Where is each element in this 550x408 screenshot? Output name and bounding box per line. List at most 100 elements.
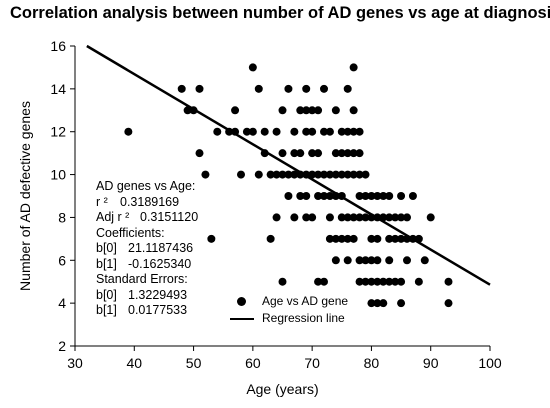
data-point <box>361 277 370 286</box>
data-point <box>373 299 382 308</box>
axes: 30 40 50 60 70 80 90 100 2 4 6 8 10 12 14 16 Age (years)… <box>17 38 502 397</box>
chart-title: Correlation analysis between number of A… <box>10 4 550 22</box>
data-point <box>385 213 394 222</box>
data-point <box>124 127 133 136</box>
data-point <box>272 213 281 222</box>
data-point <box>373 256 382 265</box>
data-point <box>337 234 346 243</box>
adj-r2-label: Adj r ² <box>96 210 130 224</box>
data-point <box>355 277 364 286</box>
data-point <box>278 170 287 179</box>
data-point <box>367 299 376 308</box>
b0-value: 21.1187436 <box>128 241 194 255</box>
data-point <box>302 106 311 115</box>
data-point <box>320 277 328 286</box>
data-point <box>373 192 382 200</box>
data-point <box>320 84 328 93</box>
x-tick-label: 40 <box>126 355 142 371</box>
data-point <box>308 106 317 115</box>
b1-value: -0.1625340 <box>128 256 192 271</box>
data-point <box>337 149 346 158</box>
data-point <box>331 234 340 243</box>
data-point <box>355 127 364 136</box>
data-point <box>355 149 364 158</box>
data-point <box>308 170 317 179</box>
data-point <box>361 170 370 179</box>
data-point <box>290 127 299 136</box>
data-point <box>403 256 411 265</box>
stats-coef-heading: Coefficients: <box>96 225 165 240</box>
data-point <box>325 127 334 136</box>
y-tick-label: 2 <box>58 338 66 354</box>
data-point <box>325 192 334 200</box>
se-b0-label: b[0] <box>96 287 117 302</box>
se-b0-value: 1.3229493 <box>128 287 188 302</box>
data-point <box>231 106 240 115</box>
data-point <box>337 170 346 179</box>
x-tick-label: 100 <box>478 355 502 371</box>
data-point <box>195 84 204 93</box>
data-point <box>278 149 287 158</box>
y-tick-label: 14 <box>50 81 66 97</box>
data-point <box>254 84 263 93</box>
data-point <box>343 84 352 93</box>
data-point <box>343 127 352 136</box>
data-point <box>391 277 400 286</box>
data-point <box>367 192 376 200</box>
data-point <box>278 277 287 286</box>
r2-label: r ² <box>96 194 108 209</box>
x-tick-label: 80 <box>364 355 380 371</box>
data-point <box>331 170 340 179</box>
data-point <box>373 277 382 286</box>
data-point <box>242 127 251 136</box>
legend-label-scatter: Age vs AD gene <box>262 294 349 308</box>
adj-r2-value: 0.3151120 <box>140 210 199 224</box>
data-point <box>296 192 305 200</box>
data-point <box>337 127 346 136</box>
data-point <box>408 192 417 200</box>
legend-item-scatter: Age vs AD gene <box>230 294 367 310</box>
line-marker-icon <box>230 318 254 320</box>
stats-b0: b[0] 21.1187436 <box>96 241 198 257</box>
data-point <box>361 256 370 265</box>
data-point <box>444 299 453 308</box>
data-point <box>314 170 323 179</box>
data-point <box>444 277 453 286</box>
data-point <box>284 170 293 179</box>
se-b1-label: b[1] <box>96 303 117 317</box>
data-point <box>349 170 358 179</box>
data-point <box>391 213 400 222</box>
regression-line <box>86 44 491 286</box>
data-point <box>201 170 210 179</box>
data-point <box>325 234 334 243</box>
data-point <box>343 149 352 158</box>
y-tick-label: 8 <box>58 209 66 225</box>
stats-r2: r ² 0.3189169 <box>96 195 198 211</box>
b0-label: b[0] <box>96 241 117 255</box>
data-point <box>308 213 317 222</box>
data-point <box>302 213 311 222</box>
data-point <box>177 84 186 93</box>
data-point <box>379 192 388 200</box>
data-point <box>320 127 328 136</box>
data-point <box>260 127 269 136</box>
stats-heading: AD genes vs Age: <box>96 179 196 193</box>
data-point <box>284 84 293 93</box>
data-point <box>308 127 317 136</box>
data-point <box>314 106 323 115</box>
data-points <box>124 63 453 308</box>
data-point <box>397 192 406 200</box>
regression-line-group <box>86 44 491 286</box>
data-point <box>308 149 317 158</box>
x-tick-label: 30 <box>67 355 83 371</box>
data-point <box>296 149 305 158</box>
data-point <box>314 149 323 158</box>
data-point <box>367 256 376 265</box>
data-point <box>391 234 400 243</box>
data-point <box>355 192 364 200</box>
data-point <box>361 192 370 200</box>
data-point <box>314 192 323 200</box>
stats-adj-r2: Adj r ² 0.3151120 <box>96 210 198 226</box>
data-point <box>349 213 358 222</box>
